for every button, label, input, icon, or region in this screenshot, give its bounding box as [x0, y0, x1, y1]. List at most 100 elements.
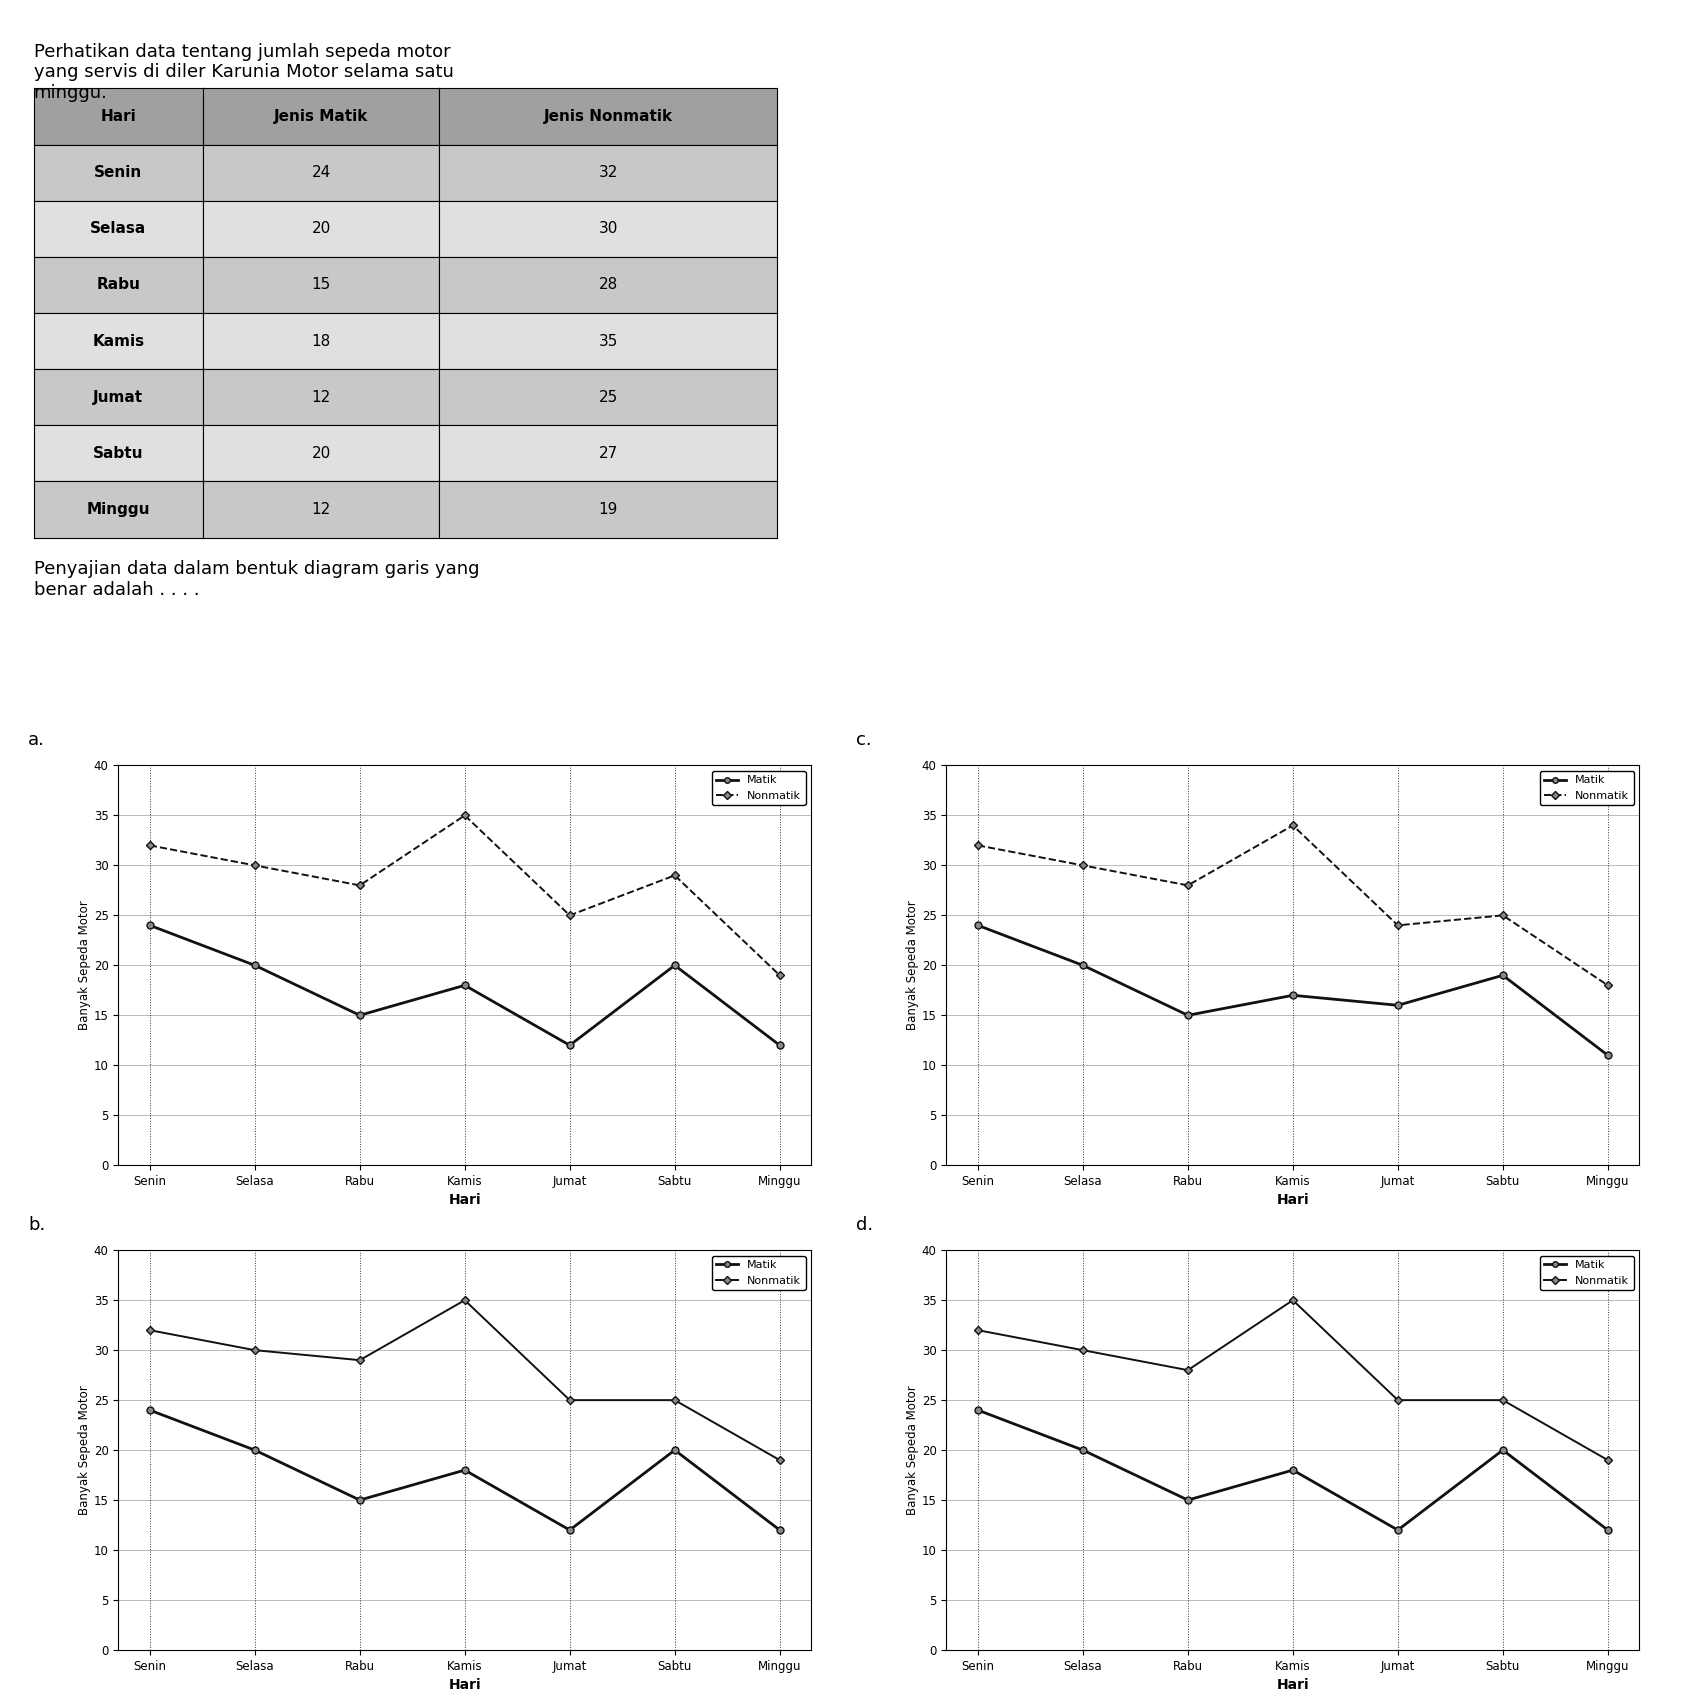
Legend: Matik, Nonmatik: Matik, Nonmatik	[711, 771, 806, 806]
Nonmatik	[664, 1390, 684, 1410]
Nonmatik	[454, 805, 475, 825]
Nonmatik	[559, 905, 579, 925]
Nonmatik	[140, 1320, 160, 1340]
Nonmatik	[1177, 874, 1198, 895]
Line: Nonmatik: Nonmatik	[147, 1298, 782, 1463]
Text: 35: 35	[598, 333, 618, 349]
Text: Rabu: Rabu	[96, 277, 140, 293]
Y-axis label: Banyak Sepeda Motor: Banyak Sepeda Motor	[905, 900, 919, 1031]
Nonmatik	[1073, 856, 1093, 876]
Matik	[1596, 1044, 1616, 1065]
Nonmatik	[1073, 1340, 1093, 1361]
Text: 12: 12	[311, 390, 331, 405]
Matik	[454, 975, 475, 995]
Line: Nonmatik: Nonmatik	[975, 823, 1610, 988]
Text: 15: 15	[311, 277, 331, 293]
Text: d.: d.	[856, 1216, 873, 1235]
Text: Hari: Hari	[100, 109, 137, 124]
Legend: Matik, Nonmatik: Matik, Nonmatik	[1539, 1255, 1633, 1291]
Matik	[140, 915, 160, 936]
Line: Matik: Matik	[975, 1407, 1610, 1534]
Matik	[1073, 1439, 1093, 1459]
Line: Nonmatik: Nonmatik	[147, 813, 782, 978]
Text: 25: 25	[598, 390, 618, 405]
X-axis label: Hari: Hari	[1275, 1194, 1309, 1208]
Text: Jenis Matik: Jenis Matik	[274, 109, 368, 124]
Text: 28: 28	[598, 277, 618, 293]
Text: a.: a.	[29, 731, 46, 750]
Matik	[664, 956, 684, 976]
Nonmatik	[140, 835, 160, 856]
Nonmatik	[350, 1351, 370, 1371]
Matik	[454, 1459, 475, 1480]
Text: Jumat: Jumat	[93, 390, 144, 405]
Y-axis label: Banyak Sepeda Motor: Banyak Sepeda Motor	[78, 900, 91, 1031]
Matik	[1491, 964, 1512, 985]
Matik	[1282, 985, 1302, 1005]
Nonmatik	[245, 1340, 265, 1361]
Text: 12: 12	[311, 502, 331, 517]
Text: Kamis: Kamis	[93, 333, 144, 349]
Text: Penyajian data dalam bentuk diagram garis yang
benar adalah . . . .: Penyajian data dalam bentuk diagram gari…	[34, 560, 480, 599]
Y-axis label: Banyak Sepeda Motor: Banyak Sepeda Motor	[78, 1385, 91, 1516]
Nonmatik	[1177, 1361, 1198, 1381]
Line: Nonmatik: Nonmatik	[975, 1298, 1610, 1463]
Matik	[1073, 956, 1093, 976]
Nonmatik	[768, 964, 789, 985]
Nonmatik	[559, 1390, 579, 1410]
Nonmatik	[350, 874, 370, 895]
Text: 18: 18	[311, 333, 331, 349]
Text: 19: 19	[598, 502, 618, 517]
Matik	[1387, 1521, 1407, 1541]
Text: Minggu: Minggu	[86, 502, 150, 517]
Matik	[559, 1521, 579, 1541]
Matik	[664, 1439, 684, 1459]
X-axis label: Hari: Hari	[448, 1194, 481, 1208]
Text: 30: 30	[598, 221, 618, 236]
Line: Matik: Matik	[147, 922, 782, 1050]
Nonmatik	[968, 1320, 988, 1340]
Text: 27: 27	[598, 446, 618, 461]
Matik	[350, 1490, 370, 1510]
Matik	[768, 1521, 789, 1541]
Matik	[245, 1439, 265, 1459]
Nonmatik	[768, 1449, 789, 1470]
Nonmatik	[1387, 915, 1407, 936]
Text: Sabtu: Sabtu	[93, 446, 144, 461]
Text: 24: 24	[311, 165, 331, 180]
Matik	[1177, 1490, 1198, 1510]
Nonmatik	[1282, 1289, 1302, 1310]
Line: Matik: Matik	[147, 1407, 782, 1534]
Text: Selasa: Selasa	[90, 221, 147, 236]
X-axis label: Hari: Hari	[448, 1679, 481, 1692]
Matik	[1387, 995, 1407, 1015]
Y-axis label: Banyak Sepeda Motor: Banyak Sepeda Motor	[905, 1385, 919, 1516]
Matik	[350, 1005, 370, 1026]
Nonmatik	[245, 856, 265, 876]
Matik	[968, 1400, 988, 1420]
Nonmatik	[664, 866, 684, 886]
Legend: Matik, Nonmatik: Matik, Nonmatik	[1539, 771, 1633, 806]
Nonmatik	[1491, 1390, 1512, 1410]
Text: Jenis Nonmatik: Jenis Nonmatik	[544, 109, 672, 124]
Text: c.: c.	[856, 731, 872, 750]
Matik	[140, 1400, 160, 1420]
Text: b.: b.	[29, 1216, 46, 1235]
Matik	[245, 956, 265, 976]
Matik	[1491, 1439, 1512, 1459]
Line: Matik: Matik	[975, 922, 1610, 1058]
Matik	[968, 915, 988, 936]
Nonmatik	[1491, 905, 1512, 925]
Nonmatik	[454, 1289, 475, 1310]
Nonmatik	[1282, 815, 1302, 835]
Nonmatik	[1596, 975, 1616, 995]
Text: 20: 20	[311, 446, 331, 461]
Text: Senin: Senin	[95, 165, 142, 180]
Matik	[1596, 1521, 1616, 1541]
Matik	[1177, 1005, 1198, 1026]
Nonmatik	[1387, 1390, 1407, 1410]
Text: 32: 32	[598, 165, 618, 180]
X-axis label: Hari: Hari	[1275, 1679, 1309, 1692]
Text: Perhatikan data tentang jumlah sepeda motor
yang servis di diler Karunia Motor s: Perhatikan data tentang jumlah sepeda mo…	[34, 43, 453, 102]
Legend: Matik, Nonmatik: Matik, Nonmatik	[711, 1255, 806, 1291]
